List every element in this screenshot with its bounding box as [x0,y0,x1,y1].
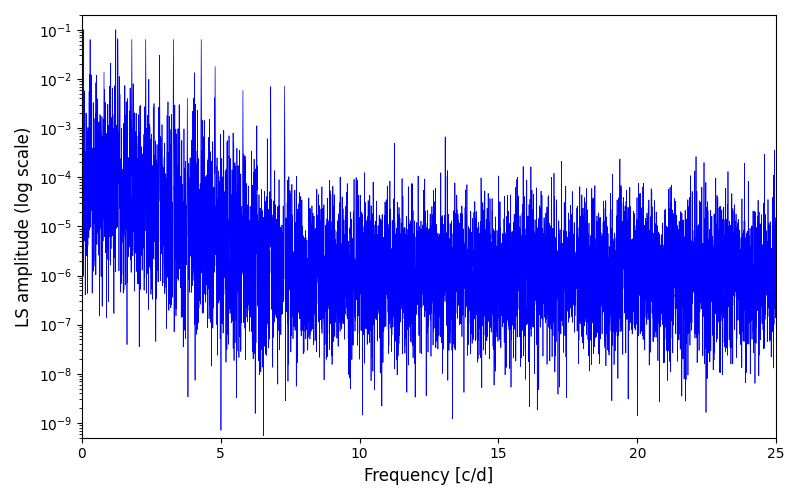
X-axis label: Frequency [c/d]: Frequency [c/d] [364,467,494,485]
Y-axis label: LS amplitude (log scale): LS amplitude (log scale) [15,126,33,326]
